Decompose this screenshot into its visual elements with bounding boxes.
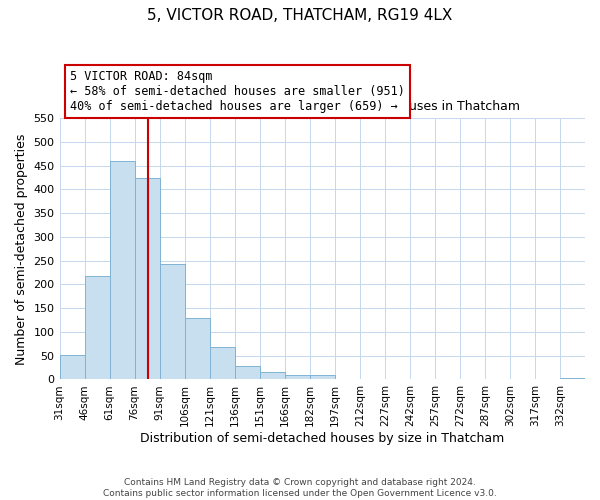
Text: Contains HM Land Registry data © Crown copyright and database right 2024.
Contai: Contains HM Land Registry data © Crown c… xyxy=(103,478,497,498)
Y-axis label: Number of semi-detached properties: Number of semi-detached properties xyxy=(15,133,28,364)
Bar xyxy=(260,372,285,380)
Bar xyxy=(185,318,209,380)
Bar xyxy=(285,374,310,380)
Bar xyxy=(59,355,85,380)
Bar xyxy=(335,378,360,380)
Bar xyxy=(85,276,110,380)
Bar xyxy=(209,347,235,380)
Text: 5 VICTOR ROAD: 84sqm
← 58% of semi-detached houses are smaller (951)
40% of semi: 5 VICTOR ROAD: 84sqm ← 58% of semi-detac… xyxy=(70,70,405,113)
Bar xyxy=(310,374,335,380)
Bar xyxy=(235,366,260,380)
Title: Size of property relative to semi-detached houses in Thatcham: Size of property relative to semi-detach… xyxy=(125,100,520,113)
Bar xyxy=(560,378,585,380)
X-axis label: Distribution of semi-detached houses by size in Thatcham: Distribution of semi-detached houses by … xyxy=(140,432,505,445)
Text: 5, VICTOR ROAD, THATCHAM, RG19 4LX: 5, VICTOR ROAD, THATCHAM, RG19 4LX xyxy=(148,8,452,22)
Bar xyxy=(134,178,160,380)
Bar xyxy=(110,162,134,380)
Bar xyxy=(160,264,185,380)
